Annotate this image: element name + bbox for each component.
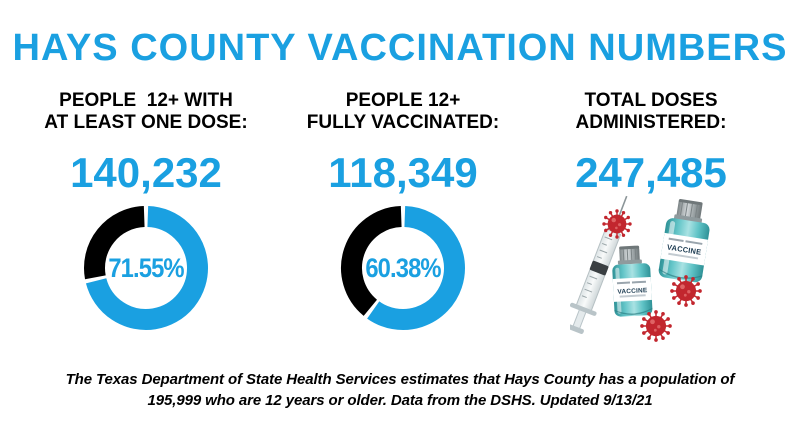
vial-label: VACCINE [617, 287, 648, 296]
footer-note: The Texas Department of State Health Ser… [0, 369, 800, 411]
vaccine-illustration: VACCINE VACCINE [570, 195, 710, 342]
stat-value-one-dose: 140,232 [70, 149, 222, 196]
donut-center-label: 71.55% [108, 252, 184, 283]
donut-center-label: 60.38% [365, 252, 441, 283]
stat-value-total-doses: 247,485 [575, 149, 727, 196]
donut-chart-one-dose: 71.55% [82, 204, 210, 332]
virus-icon [640, 310, 672, 342]
footer-line: The Texas Department of State Health Ser… [65, 371, 735, 388]
virus-icon [670, 275, 702, 307]
heading-line: AT LEAST ONE DOSE: [44, 112, 248, 133]
donut-chart-one-dose-svg [84, 206, 208, 330]
heading-line: PEOPLE 12+ WITH [59, 90, 233, 111]
donut-chart-fully-vaccinated-svg [341, 206, 465, 330]
footer-line: 195,999 who are 12 years or older. Data … [147, 392, 653, 409]
column-heading-one-dose: PEOPLE 12+ WITH AT LEAST ONE DOSE: [16, 90, 276, 134]
donut-chart-fully-vaccinated: 60.38% [339, 204, 467, 332]
column-heading-total-doses: TOTAL DOSES ADMINISTERED: [521, 90, 781, 134]
column-one-dose: PEOPLE 12+ WITH AT LEAST ONE DOSE: 140,2… [16, 90, 276, 195]
heading-line: FULLY VACCINATED: [306, 112, 500, 133]
column-fully-vaccinated: PEOPLE 12+ FULLY VACCINATED: 118,349 [273, 90, 533, 195]
virus-icon [602, 209, 632, 239]
vaccine-vial-icon: VACCINE [658, 198, 710, 283]
column-total-doses: TOTAL DOSES ADMINISTERED: 247,485 [521, 90, 781, 195]
heading-line: ADMINISTERED: [575, 112, 727, 133]
heading-line: TOTAL DOSES [584, 90, 718, 111]
stat-value-fully-vaccinated: 118,349 [328, 149, 478, 196]
column-heading-fully-vaccinated: PEOPLE 12+ FULLY VACCINATED: [273, 90, 533, 134]
page-title: HAYS COUNTY VACCINATION NUMBERS [12, 27, 788, 69]
vaccine-vial-icon: VACCINE [612, 245, 653, 317]
heading-line: PEOPLE 12+ [345, 90, 461, 111]
